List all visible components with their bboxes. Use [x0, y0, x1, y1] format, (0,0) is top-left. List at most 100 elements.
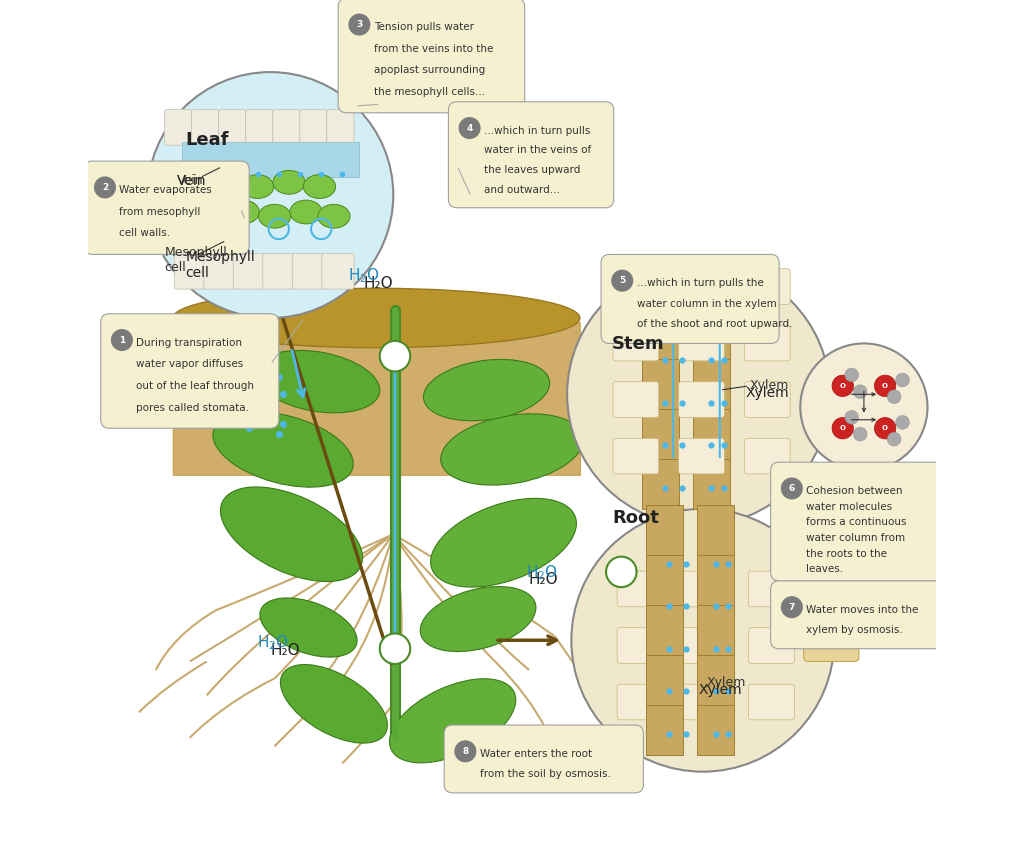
Circle shape — [887, 390, 901, 404]
Circle shape — [567, 263, 830, 526]
Ellipse shape — [212, 170, 244, 194]
FancyBboxPatch shape — [338, 0, 524, 113]
Text: xylem by osmosis.: xylem by osmosis. — [806, 625, 903, 635]
FancyBboxPatch shape — [749, 684, 795, 720]
Text: leaves.: leaves. — [806, 564, 844, 574]
Circle shape — [147, 72, 393, 318]
Text: 2: 2 — [101, 183, 109, 192]
FancyBboxPatch shape — [174, 254, 207, 289]
Text: Water evaporates: Water evaporates — [120, 185, 212, 195]
Ellipse shape — [431, 499, 577, 587]
Circle shape — [833, 417, 853, 439]
FancyBboxPatch shape — [683, 572, 729, 607]
FancyBboxPatch shape — [683, 628, 729, 663]
Text: Xylem: Xylem — [698, 683, 742, 697]
FancyBboxPatch shape — [692, 309, 730, 359]
Circle shape — [380, 341, 411, 371]
Circle shape — [606, 556, 637, 587]
FancyBboxPatch shape — [182, 142, 358, 176]
Text: water vapor diffuses: water vapor diffuses — [136, 360, 244, 369]
Ellipse shape — [254, 350, 380, 413]
Ellipse shape — [420, 587, 536, 651]
Text: Mesophyll
cell: Mesophyll cell — [164, 246, 227, 274]
Text: H$_2$O: H$_2$O — [347, 266, 380, 285]
Circle shape — [887, 432, 901, 446]
FancyBboxPatch shape — [697, 505, 734, 555]
Ellipse shape — [242, 175, 273, 198]
FancyBboxPatch shape — [744, 438, 791, 474]
Text: H$_2$O: H$_2$O — [257, 633, 289, 652]
FancyBboxPatch shape — [692, 459, 730, 509]
Circle shape — [571, 509, 835, 772]
Circle shape — [611, 270, 633, 292]
FancyBboxPatch shape — [191, 109, 219, 145]
Circle shape — [781, 596, 803, 618]
Text: 4: 4 — [466, 124, 473, 132]
FancyBboxPatch shape — [617, 628, 663, 663]
Ellipse shape — [182, 175, 214, 198]
FancyBboxPatch shape — [642, 259, 679, 309]
Circle shape — [459, 117, 480, 139]
FancyBboxPatch shape — [617, 684, 663, 720]
Text: Tension pulls water: Tension pulls water — [374, 22, 474, 32]
Text: 7: 7 — [788, 603, 795, 611]
FancyBboxPatch shape — [679, 269, 724, 304]
FancyBboxPatch shape — [233, 254, 265, 289]
Text: 3: 3 — [356, 20, 362, 29]
Ellipse shape — [290, 200, 323, 224]
Ellipse shape — [213, 412, 353, 487]
FancyBboxPatch shape — [744, 326, 791, 361]
Text: apoplast surrounding: apoplast surrounding — [374, 65, 485, 75]
Text: and outward...: and outward... — [484, 185, 560, 195]
Text: pores called stomata.: pores called stomata. — [136, 403, 249, 412]
FancyBboxPatch shape — [642, 309, 679, 359]
Text: the roots to the: the roots to the — [806, 549, 887, 559]
Circle shape — [380, 633, 411, 664]
Circle shape — [111, 329, 133, 351]
FancyBboxPatch shape — [744, 382, 791, 417]
Ellipse shape — [195, 204, 227, 228]
Circle shape — [94, 176, 116, 198]
Circle shape — [833, 375, 853, 397]
Text: forms a continuous: forms a continuous — [806, 517, 907, 527]
FancyBboxPatch shape — [692, 359, 730, 409]
FancyBboxPatch shape — [771, 462, 944, 581]
FancyBboxPatch shape — [642, 459, 679, 509]
Text: Stem: Stem — [612, 335, 665, 353]
FancyBboxPatch shape — [444, 725, 643, 793]
Text: H₂O: H₂O — [364, 276, 393, 291]
FancyBboxPatch shape — [219, 109, 246, 145]
Text: 1: 1 — [119, 336, 125, 344]
Ellipse shape — [440, 414, 584, 485]
Ellipse shape — [317, 204, 350, 228]
Text: O: O — [882, 425, 888, 432]
Text: Cohesion between: Cohesion between — [806, 486, 903, 496]
Text: O: O — [882, 382, 888, 389]
FancyBboxPatch shape — [617, 572, 663, 607]
FancyBboxPatch shape — [744, 269, 791, 304]
FancyBboxPatch shape — [327, 109, 354, 145]
FancyBboxPatch shape — [692, 409, 730, 459]
Text: from mesophyll: from mesophyll — [120, 207, 201, 217]
FancyBboxPatch shape — [84, 161, 249, 254]
FancyBboxPatch shape — [679, 438, 724, 474]
FancyBboxPatch shape — [246, 109, 272, 145]
FancyBboxPatch shape — [165, 109, 191, 145]
Circle shape — [455, 740, 476, 762]
FancyBboxPatch shape — [771, 581, 944, 649]
Text: Xylem: Xylem — [750, 379, 788, 393]
FancyBboxPatch shape — [692, 259, 730, 309]
Ellipse shape — [281, 665, 387, 743]
Circle shape — [845, 368, 858, 382]
Circle shape — [781, 477, 803, 499]
FancyBboxPatch shape — [646, 505, 683, 555]
Text: H₂O: H₂O — [270, 643, 300, 658]
Ellipse shape — [220, 487, 362, 582]
FancyBboxPatch shape — [697, 555, 734, 605]
Text: Mesophyll
cell: Mesophyll cell — [185, 250, 255, 281]
Ellipse shape — [173, 288, 580, 348]
Circle shape — [896, 416, 909, 429]
Text: 6: 6 — [788, 484, 795, 493]
Circle shape — [853, 427, 867, 441]
Text: H$_2$O: H$_2$O — [525, 563, 558, 582]
